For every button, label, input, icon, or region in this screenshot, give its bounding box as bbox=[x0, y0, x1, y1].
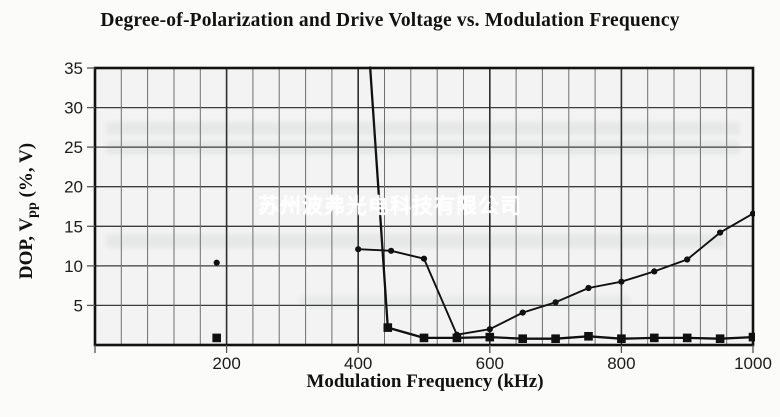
y-tick-label: 25 bbox=[64, 138, 83, 157]
vpp-point-marker bbox=[419, 333, 429, 343]
dop-point-marker bbox=[749, 210, 755, 217]
dop-point-marker bbox=[420, 255, 428, 262]
y-axis-title-sub: pp bbox=[25, 202, 40, 218]
vpp-point-marker bbox=[365, 52, 374, 61]
dop-point-marker bbox=[585, 284, 592, 292]
plot-border bbox=[93, 66, 755, 347]
y-tick-label: 10 bbox=[64, 257, 83, 276]
vpp-point-marker bbox=[682, 333, 692, 343]
dop-point-marker bbox=[684, 256, 691, 263]
dop-point-marker bbox=[618, 278, 625, 285]
dop-point-marker bbox=[388, 247, 395, 254]
x-tick-label: 1000 bbox=[734, 354, 772, 373]
dop-point-marker bbox=[717, 229, 724, 236]
vpp-point-marker bbox=[518, 334, 527, 343]
y-tick-label: 5 bbox=[74, 296, 83, 315]
x-tick-label: 600 bbox=[476, 354, 504, 373]
vpp-point-marker bbox=[452, 333, 462, 343]
dop-point-marker bbox=[213, 259, 220, 266]
dop-point-marker bbox=[486, 326, 493, 333]
series-vpp bbox=[212, 52, 755, 343]
dop-point-marker bbox=[552, 299, 559, 306]
vpp-point-marker bbox=[212, 333, 221, 343]
chart-title: Degree-of-Polarization and Drive Voltage… bbox=[100, 10, 680, 31]
plot-background bbox=[95, 68, 753, 345]
series-dop bbox=[213, 210, 755, 338]
dop-point-marker bbox=[651, 268, 658, 275]
vpp-point-marker bbox=[383, 323, 393, 332]
x-axis-title: Modulation Frequency (kHz) bbox=[306, 371, 544, 392]
y-tick-label: 35 bbox=[64, 59, 83, 78]
x-tick-label: 400 bbox=[344, 354, 372, 373]
y-tick-label: 15 bbox=[64, 217, 83, 236]
vpp-point-marker bbox=[551, 334, 560, 343]
vpp-point-marker bbox=[650, 333, 659, 343]
vpp-point-marker bbox=[617, 334, 626, 343]
x-tick-label: 800 bbox=[607, 354, 635, 373]
vpp-point-marker bbox=[715, 334, 725, 343]
vpp-point-marker bbox=[584, 332, 593, 341]
vpp-point-marker bbox=[485, 332, 495, 342]
dop-point-marker bbox=[355, 246, 362, 253]
x-tick-label: 200 bbox=[212, 354, 240, 373]
y-tick-label: 30 bbox=[64, 99, 83, 118]
y-tick-label: 20 bbox=[64, 178, 83, 197]
dop-point-marker bbox=[519, 309, 526, 316]
y-axis-title: DOP, Vpp (%, V) bbox=[16, 5, 44, 417]
vpp-point-marker bbox=[748, 332, 755, 342]
y-axis-title-suffix: (%, V) bbox=[16, 142, 37, 203]
y-axis-title-prefix: DOP, V bbox=[16, 217, 37, 280]
